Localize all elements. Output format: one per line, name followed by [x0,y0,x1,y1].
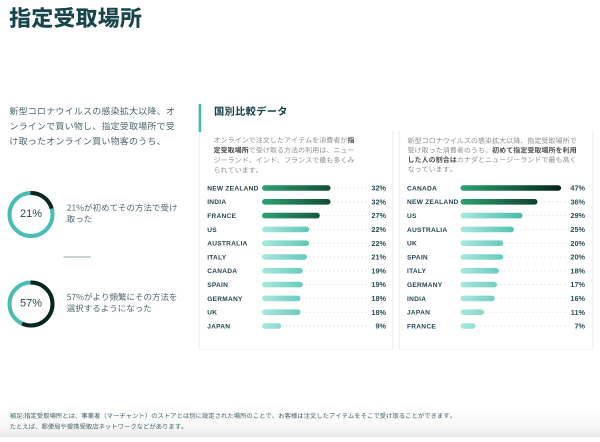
svg-text:JAPAN: JAPAN [207,323,230,330]
svg-text:18%: 18% [371,294,386,303]
svg-text:18%: 18% [371,308,386,317]
svg-text:US: US [407,213,417,220]
svg-text:US: US [207,227,217,234]
svg-text:GERMANY: GERMANY [407,282,443,289]
svg-text:JAPAN: JAPAN [407,310,430,317]
svg-text:19%: 19% [371,280,386,289]
svg-text:FRANCE: FRANCE [207,213,236,220]
svg-text:ITALY: ITALY [407,268,427,275]
svg-text:57%: 57% [20,298,42,310]
svg-text:11%: 11% [571,308,586,317]
svg-text:29%: 29% [570,211,585,220]
svg-text:CANADA: CANADA [207,268,237,275]
svg-text:NEW ZEALAND: NEW ZEALAND [207,185,258,192]
svg-text:INDIA: INDIA [207,199,226,206]
svg-text:16%: 16% [570,294,585,303]
svg-text:22%: 22% [371,239,386,248]
svg-text:18%: 18% [570,266,585,275]
svg-text:32%: 32% [371,197,386,206]
svg-text:20%: 20% [570,253,585,262]
svg-text:25%: 25% [570,225,585,234]
svg-text:21%: 21% [20,208,42,220]
svg-text:27%: 27% [371,211,386,220]
svg-text:CANADA: CANADA [407,185,437,192]
svg-text:47%: 47% [570,184,585,193]
svg-text:AUSTRALIA: AUSTRALIA [207,241,247,248]
svg-text:AUSTRALIA: AUSTRALIA [407,227,447,234]
svg-text:ITALY: ITALY [207,254,227,261]
svg-text:20%: 20% [570,239,585,248]
svg-text:GERMANY: GERMANY [207,296,243,303]
svg-text:SPAIN: SPAIN [407,254,428,261]
svg-text:7%: 7% [574,322,585,331]
svg-text:22%: 22% [371,225,386,234]
svg-text:17%: 17% [570,280,585,289]
svg-text:FRANCE: FRANCE [407,323,436,330]
svg-text:UK: UK [207,310,217,317]
svg-text:36%: 36% [570,197,585,206]
svg-text:32%: 32% [371,184,386,193]
svg-text:19%: 19% [371,266,386,275]
svg-text:21%: 21% [371,253,386,262]
svg-text:9%: 9% [375,322,386,331]
svg-text:SPAIN: SPAIN [207,282,228,289]
svg-text:UK: UK [407,241,417,248]
svg-text:INDIA: INDIA [407,296,426,303]
svg-text:NEW ZEALAND: NEW ZEALAND [407,199,458,206]
